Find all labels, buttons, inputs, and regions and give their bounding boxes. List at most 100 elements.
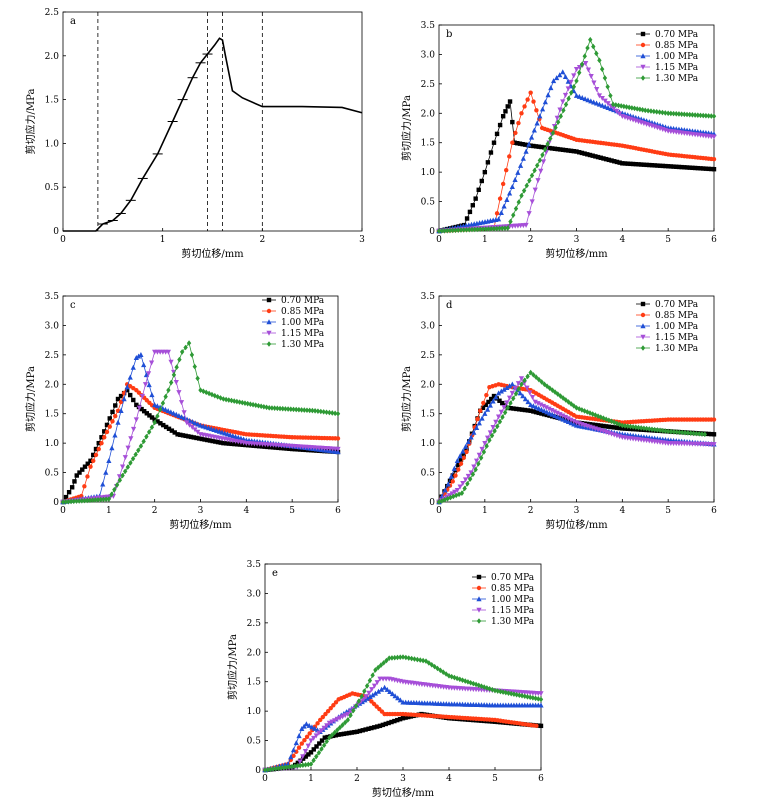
data-point [647, 426, 652, 432]
data-point [478, 455, 484, 461]
data-point [504, 197, 510, 203]
data-point [481, 449, 487, 455]
data-point [268, 766, 273, 773]
data-point [546, 406, 552, 412]
data-point [497, 398, 502, 403]
data-point [543, 405, 549, 411]
legend-label: 0.85 MPa [491, 584, 535, 594]
x-tick-label: 3 [400, 774, 406, 784]
data-point [701, 112, 706, 119]
data-point [302, 737, 307, 743]
data-point [568, 420, 574, 426]
data-point [93, 446, 99, 452]
data-point [620, 422, 625, 429]
data-point [538, 168, 544, 174]
data-point [529, 172, 535, 179]
data-point [287, 764, 292, 770]
data-point [82, 464, 88, 469]
panel-label: d [446, 300, 453, 311]
data-point [550, 146, 555, 151]
data-point [285, 406, 291, 412]
data-point [378, 662, 384, 669]
data-point [256, 402, 261, 409]
data-point [270, 445, 276, 450]
legend-marker [266, 341, 272, 347]
chart-panel-a: 0 1 2 3 0 0.5 1.0 1.5 2.0 2.5 剪切位移/mm 剪切应力/MPa a [24, 8, 365, 260]
data-point [605, 101, 611, 107]
data-point [676, 111, 682, 117]
data-point [590, 411, 595, 417]
data-point [303, 762, 308, 768]
data-point [585, 152, 590, 157]
data-point [599, 96, 605, 102]
data-point [528, 134, 535, 140]
data-point [493, 419, 499, 425]
data-point [504, 400, 510, 406]
data-point [294, 406, 299, 413]
data-point [113, 403, 118, 408]
data-point [327, 409, 332, 416]
data-point [457, 484, 463, 490]
data-point [130, 426, 137, 432]
data-point [195, 375, 200, 382]
y-tick-label: 1.0 [45, 139, 60, 149]
data-point [472, 226, 477, 233]
data-point [482, 169, 488, 175]
x-tick-label: 5 [289, 506, 295, 516]
y-tick-label: 3.0 [421, 321, 436, 331]
data-point [299, 407, 304, 413]
data-point [99, 440, 104, 446]
data-point [711, 134, 717, 140]
data-point [617, 425, 622, 431]
data-point [104, 422, 110, 428]
data-point [495, 390, 502, 396]
data-point [128, 460, 133, 466]
data-point [588, 36, 593, 43]
series-0-70-MPa [436, 99, 717, 234]
x-tick-label: 2 [354, 774, 360, 784]
data-point [450, 473, 455, 478]
data-point [400, 654, 406, 660]
data-point [593, 422, 598, 428]
chart-panel-e: 0 1 2 3 4 5 6 0 0.5 1.0 1.5 2.0 2.5 3.0 3.5 剪切位移/mm 剪切应力… [226, 560, 544, 799]
data-point [528, 408, 533, 413]
data-point [452, 489, 458, 495]
x-tick-label: 1 [308, 774, 314, 784]
data-point [591, 43, 596, 50]
data-point [563, 417, 569, 423]
data-point [706, 113, 711, 119]
data-point [522, 407, 528, 413]
data-point [523, 148, 529, 154]
legend-label: 0.85 MPa [281, 307, 325, 317]
legend-label: 1.00 MPa [655, 322, 699, 332]
data-point [555, 119, 561, 125]
data-point [387, 655, 392, 661]
data-point [398, 654, 403, 661]
data-point [243, 442, 248, 448]
data-point [588, 74, 594, 80]
legend-label: 1.00 MPa [491, 595, 535, 605]
data-point [107, 424, 112, 429]
data-point [500, 114, 506, 119]
data-point [176, 412, 182, 418]
data-point [327, 734, 332, 741]
data-point [152, 417, 157, 422]
data-point [614, 108, 620, 114]
data-point [542, 381, 547, 388]
data-point [189, 352, 195, 358]
data-point [562, 414, 569, 420]
data-point [525, 399, 531, 405]
data-point [74, 473, 79, 478]
data-point [141, 362, 147, 368]
data-point [568, 148, 574, 154]
data-point [450, 479, 455, 484]
data-point [548, 85, 554, 91]
data-point [125, 464, 131, 470]
data-point [525, 97, 530, 102]
data-point [492, 428, 497, 434]
data-point [473, 466, 478, 473]
data-point [511, 406, 516, 411]
data-point [603, 424, 609, 429]
data-point [218, 440, 223, 445]
data-point [568, 79, 574, 85]
